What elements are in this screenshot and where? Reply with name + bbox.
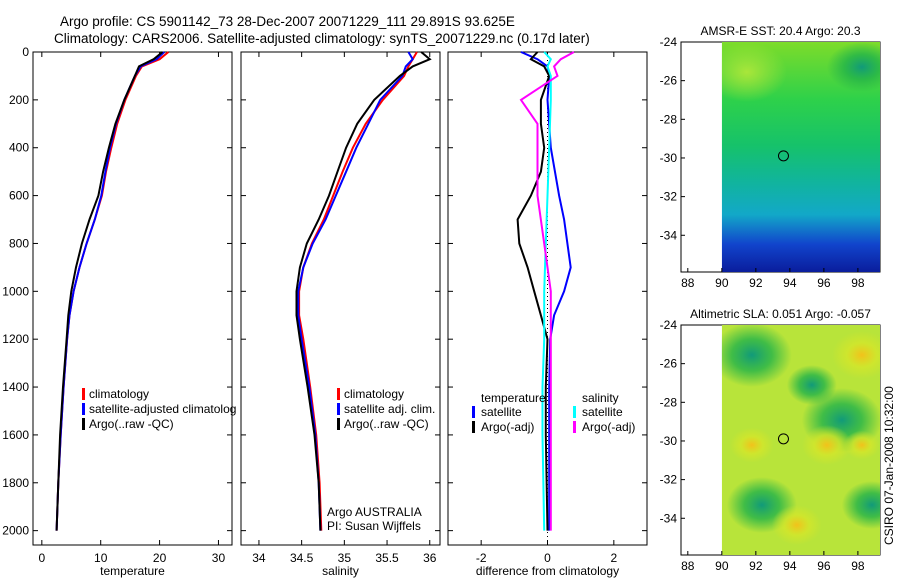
series-line-satellite-adj-clim- [297, 51, 414, 531]
y-tick-label: 1200 [2, 332, 29, 346]
map-title: Altimetric SLA: 0.051 Argo: -0.057 [690, 307, 871, 321]
argo-position-marker [777, 150, 789, 162]
y-tick-label: -26 [660, 74, 678, 88]
sst_map: AMSR-E SST: 20.4 Argo: 20.3 88 90 92 94 96 98 -… [660, 24, 881, 290]
y-tick-label: 0 [22, 45, 29, 59]
legend-label: satellite [582, 405, 623, 419]
temperature-panel: 0 10 20 30 0 200 400 600 800 1000 1200 1400 1600 1800… [2, 45, 236, 578]
legend-label: satellite adj. clim. [344, 402, 435, 416]
legend-swatch [82, 388, 85, 400]
x-tick-label: 2 [610, 551, 617, 565]
title-line2: Climatology: CARS2006. Satellite-adjuste… [54, 31, 590, 46]
legend-label: satellite [481, 405, 522, 419]
argo-position-marker [777, 433, 789, 445]
y-tick-label: -30 [660, 151, 678, 165]
y-tick-label: -30 [660, 434, 678, 448]
y-tick-label: -34 [660, 228, 678, 242]
legend-label: climatology [344, 387, 404, 401]
x-tick-label: 90 [715, 276, 729, 290]
x-axis-label: difference from climatology [476, 564, 619, 578]
x-tick-label: 34.5 [290, 551, 314, 565]
y-tick-label: 1800 [2, 476, 29, 490]
x-tick-label: 36 [423, 551, 437, 565]
legend-swatch [82, 403, 85, 415]
x-tick-label: 35.5 [375, 551, 399, 565]
x-tick-label: 30 [212, 551, 226, 565]
axes-box [240, 51, 441, 546]
x-tick-label: -2 [476, 551, 487, 565]
x-tick-label: 10 [94, 551, 108, 565]
x-tick-label: 98 [851, 559, 865, 573]
series-line-temperature-argo-adj- [516, 51, 551, 531]
legend-label: Argo(-adj) [582, 420, 635, 434]
x-tick-label: 92 [749, 276, 763, 290]
x-tick-label: 94 [783, 559, 797, 573]
y-tick-label: 1000 [2, 284, 29, 298]
y-tick-label: 1600 [2, 428, 29, 442]
legend-heading-temperature: temperature [481, 391, 546, 405]
y-tick-label: -32 [660, 190, 678, 204]
legend-swatch [337, 403, 340, 415]
y-tick-label: 400 [9, 141, 29, 155]
annotation: PI: Susan Wijffels [327, 519, 421, 533]
legend-label: climatology [89, 387, 149, 401]
y-tick-label: -24 [660, 318, 678, 332]
x-tick-label: 98 [851, 276, 865, 290]
x-tick-label: 88 [681, 276, 695, 290]
annotation: Argo AUSTRALIA [327, 505, 422, 519]
salinity-panel: 34 34.5 35 35.5 36 salinity climatologysatelli… [240, 51, 441, 578]
axes-box [32, 51, 233, 546]
x-tick-label: 88 [681, 559, 695, 573]
x-tick-label: 0 [38, 551, 45, 565]
map-image [721, 42, 880, 272]
axes-box [447, 51, 648, 546]
y-tick-label: -34 [660, 511, 678, 525]
y-tick-label: 600 [9, 189, 29, 203]
legend-swatch [573, 421, 576, 433]
footer-stamp: CSIRO 07-Jan-2008 10:32:00 [882, 386, 896, 545]
y-tick-label: 1400 [2, 380, 29, 394]
series-line-salinity-argo-adj- [519, 51, 575, 531]
y-tick-label: -28 [660, 395, 678, 409]
x-tick-label: 0 [544, 551, 551, 565]
series-line-argo-raw-qc- [55, 51, 164, 531]
y-tick-label: 800 [9, 236, 29, 250]
series-line-salinity-satellite [541, 51, 552, 531]
series-line-argo-raw-qc- [295, 51, 432, 531]
x-tick-label: 35 [338, 551, 352, 565]
y-tick-label: 200 [9, 93, 29, 107]
title-line1: Argo profile: CS 5901142_73 28-Dec-2007 … [60, 14, 515, 29]
map-title: AMSR-E SST: 20.4 Argo: 20.3 [700, 24, 860, 38]
y-tick-label: -32 [660, 473, 678, 487]
legend-label: Argo(..raw -QC) [89, 417, 174, 431]
legend-swatch [337, 418, 340, 430]
legend-heading-salinity: salinity [582, 391, 619, 405]
x-tick-label: 96 [817, 276, 831, 290]
x-tick-label: 90 [715, 559, 729, 573]
sla_map: Altimetric SLA: 0.051 Argo: -0.057 88 90 92… [660, 307, 881, 573]
legend-swatch [573, 406, 576, 418]
x-tick-label: 94 [783, 276, 797, 290]
x-axis-label: temperature [100, 564, 165, 578]
map-image [721, 325, 880, 555]
y-tick-label: -24 [660, 35, 678, 49]
y-tick-label: -26 [660, 357, 678, 371]
x-tick-label: 96 [817, 559, 831, 573]
legend-label: Argo(-adj) [481, 420, 534, 434]
legend-swatch [472, 406, 475, 418]
legend-label: satellite-adjusted climatolog [89, 402, 236, 416]
x-tick-label: 92 [749, 559, 763, 573]
legend-swatch [472, 421, 475, 433]
legend-label: Argo(..raw -QC) [344, 417, 429, 431]
legend-swatch [82, 418, 85, 430]
y-tick-label: 2000 [2, 524, 29, 538]
legend-swatch [337, 388, 340, 400]
y-tick-label: -28 [660, 112, 678, 126]
x-axis-label: salinity [322, 564, 359, 578]
x-tick-label: 20 [153, 551, 167, 565]
x-tick-label: 34 [252, 551, 266, 565]
